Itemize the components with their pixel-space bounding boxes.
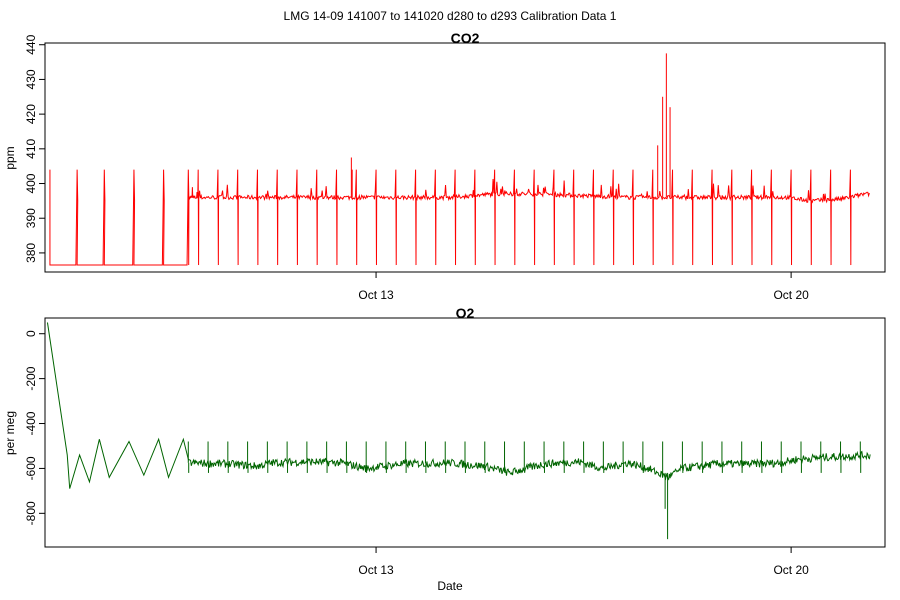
y-tick-label: 420 [24, 104, 38, 124]
o2-plot-frame [44, 317, 886, 548]
y-tick-label: 410 [24, 138, 38, 158]
x-tick-label: Oct 20 [773, 563, 809, 577]
figure-title: LMG 14-09 141007 to 141020 d280 to d293 … [284, 9, 617, 23]
o2-x-axis: Oct 13 Oct 20 [358, 547, 809, 577]
co2-line [49, 169, 870, 266]
o2-line [46, 322, 871, 489]
co2-x-axis: Oct 13 Oct 20 [358, 272, 809, 302]
y-tick-label: 440 [24, 34, 38, 54]
x-tick-label: Oct 13 [358, 288, 394, 302]
o2-panel: O2 per meg 0 -200 -400 -600 -800 Oct 13 Oct 2… [3, 305, 886, 577]
co2-panel-title: CO2 [451, 30, 480, 46]
co2-y-axis: 380 390 400 410 420 430 440 [24, 34, 45, 263]
o2-panel-title: O2 [456, 305, 475, 321]
y-tick-label: -200 [24, 366, 38, 390]
o2-y-axis: 0 -200 -400 -600 -800 [24, 330, 45, 525]
y-tick-label: 380 [24, 243, 38, 263]
o2-y-axis-label: per meg [3, 411, 17, 455]
y-tick-label: -400 [24, 411, 38, 435]
co2-y-axis-label: ppm [3, 146, 17, 169]
y-tick-label: 400 [24, 173, 38, 193]
co2-series-line [49, 53, 870, 266]
y-tick-label: 0 [24, 330, 38, 337]
y-tick-label: 430 [24, 69, 38, 89]
y-tick-label: -800 [24, 501, 38, 525]
co2-plot-frame [44, 42, 886, 273]
x-tick-label: Oct 20 [773, 288, 809, 302]
y-tick-label: -600 [24, 456, 38, 480]
o2-series-line [46, 322, 871, 540]
x-axis-label: Date [437, 579, 463, 593]
y-tick-label: 390 [24, 208, 38, 228]
x-tick-label: Oct 13 [358, 563, 394, 577]
